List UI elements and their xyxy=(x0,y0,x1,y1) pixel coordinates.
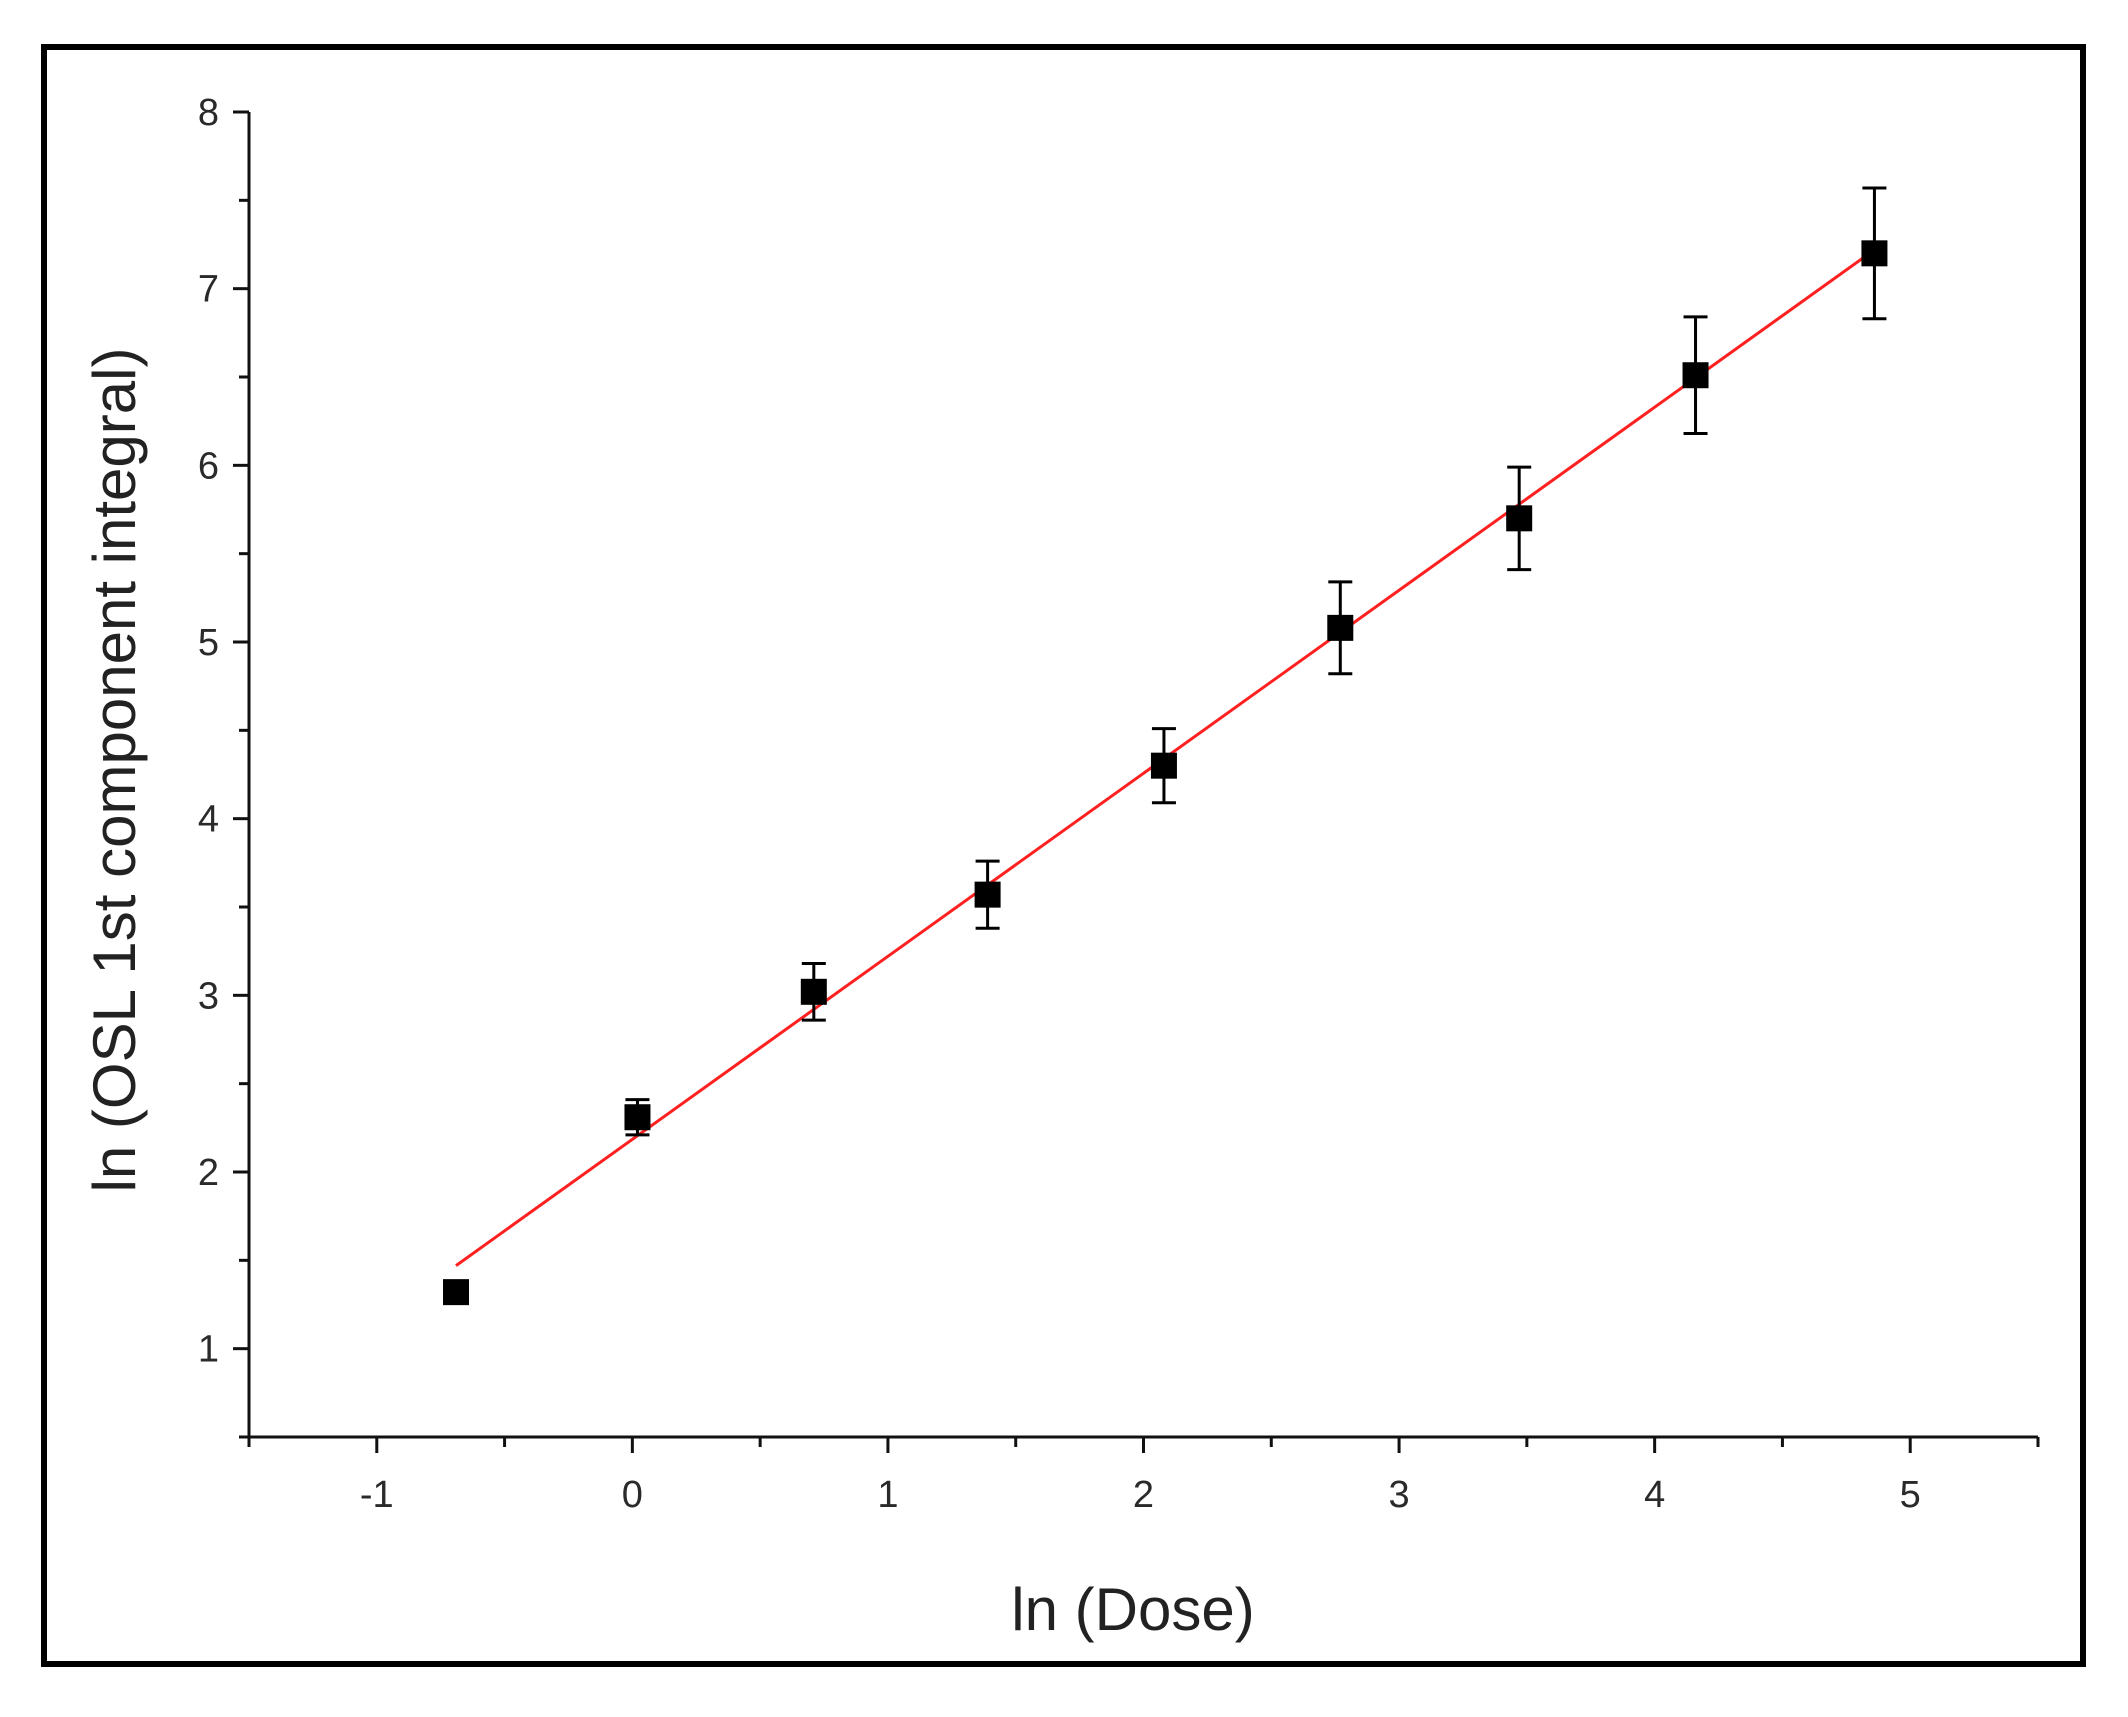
y-tick-label: 3 xyxy=(198,975,219,1017)
x-axis-title: ln (Dose) xyxy=(1011,1576,1254,1643)
y-tick-label: 4 xyxy=(198,799,219,841)
y-tick-label: 5 xyxy=(198,622,219,664)
data-points xyxy=(443,240,1888,1306)
y-tick-label: 8 xyxy=(198,92,219,134)
y-tick-label: 2 xyxy=(198,1152,219,1194)
chart-frame xyxy=(41,44,2086,1667)
y-tick-label: 7 xyxy=(198,269,219,311)
data-point xyxy=(1506,505,1533,532)
x-tick-label: -1 xyxy=(360,1474,394,1516)
data-point xyxy=(1861,240,1888,267)
x-tick-label: 2 xyxy=(1133,1474,1154,1516)
data-point xyxy=(1327,614,1354,641)
y-tick-label: 6 xyxy=(198,445,219,487)
x-tick-label: 5 xyxy=(1900,1474,1921,1516)
y-tick-label: 1 xyxy=(198,1329,219,1371)
data-point xyxy=(443,1279,470,1306)
data-point xyxy=(624,1104,651,1131)
x-tick-label: 1 xyxy=(877,1474,898,1516)
x-tick-label: 3 xyxy=(1389,1474,1410,1516)
data-point xyxy=(1682,362,1709,389)
axes: -1 0 1 2 3 4 5 1 2 3 4 5 6 7 8 xyxy=(198,92,2040,1516)
x-tick-label: 0 xyxy=(622,1474,643,1516)
data-point xyxy=(800,978,827,1005)
data-point xyxy=(974,881,1001,908)
y-axis-title: ln (OSL 1st component integral) xyxy=(81,348,148,1193)
data-point xyxy=(1150,752,1177,779)
x-tick-label: 4 xyxy=(1644,1474,1665,1516)
